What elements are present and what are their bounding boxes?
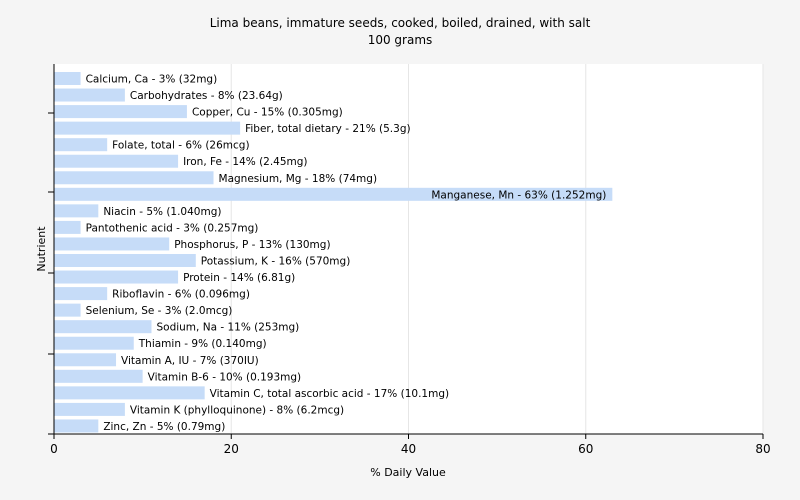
bar-label: Calcium, Ca - 3% (32mg) [86,74,218,86]
bar [54,105,187,119]
x-tick-label: 60 [578,442,593,456]
x-tick-label: 20 [224,442,239,456]
bar [54,386,205,400]
bar-label: Thiamin - 9% (0.140mg) [138,338,267,350]
chart-subtitle: 100 grams [368,33,433,47]
bar-label: Pantothenic acid - 3% (0.257mg) [86,222,259,234]
bar-label: Vitamin K (phylloquinone) - 8% (6.2mcg) [130,404,344,416]
bar [54,287,108,301]
bar [54,138,108,152]
bar-label: Folate, total - 6% (26mcg) [112,140,249,152]
bar-label: Potassium, K - 16% (570mg) [201,256,351,268]
bar-label: Manganese, Mn - 63% (1.252mg) [431,189,606,201]
x-axis-label: % Daily Value [370,466,446,479]
bar [54,72,81,85]
bar [54,336,134,350]
bar-label: Niacin - 5% (1.040mg) [103,206,221,218]
bar [54,419,99,433]
x-tick-label: 80 [755,442,770,456]
y-axis-label: Nutrient [35,226,48,272]
bar-label: Protein - 14% (6.81g) [183,272,295,284]
x-tick-label: 40 [401,442,416,456]
bar-label: Zinc, Zn - 5% (0.79mg) [103,421,225,433]
chart-title: Lima beans, immature seeds, cooked, boil… [210,16,591,30]
bar-label: Copper, Cu - 15% (0.305mg) [192,107,343,119]
x-tick-label: 0 [50,442,58,456]
bar-label: Carbohydrates - 8% (23.64g) [130,90,283,102]
bar [54,187,613,201]
bar [54,369,143,383]
bar [54,353,117,367]
bar-label: Fiber, total dietary - 21% (5.3g) [245,123,410,135]
bar [54,88,125,102]
bar [54,402,125,416]
bar [54,270,179,284]
bar-label: Vitamin A, IU - 7% (370IU) [121,355,259,367]
bar-label: Riboflavin - 6% (0.096mg) [112,289,250,301]
bar-labels: Calcium, Ca - 3% (32mg) Carbohydrates - 8… [86,74,607,433]
bar [54,220,81,234]
bar [54,303,81,317]
bar-label: Sodium, Na - 11% (253mg) [156,322,299,334]
bar-label: Phosphorus, P - 13% (130mg) [174,239,330,251]
bar [54,254,196,267]
bar [54,154,179,168]
bar-label: Magnesium, Mg - 18% (74mg) [219,173,378,185]
bar [54,121,241,135]
bar [54,171,214,185]
bar [54,320,152,334]
bar-label: Vitamin C, total ascorbic acid - 17% (10… [210,388,449,400]
axes: 0 20 40 60 80 [48,64,771,456]
bar-label: Iron, Fe - 14% (2.45mg) [183,156,307,168]
bar-label: Selenium, Se - 3% (2.0mcg) [86,305,233,317]
bar [54,237,170,251]
bar [54,204,99,218]
bars [54,72,613,433]
bar-label: Vitamin B-6 - 10% (0.193mg) [148,371,302,383]
